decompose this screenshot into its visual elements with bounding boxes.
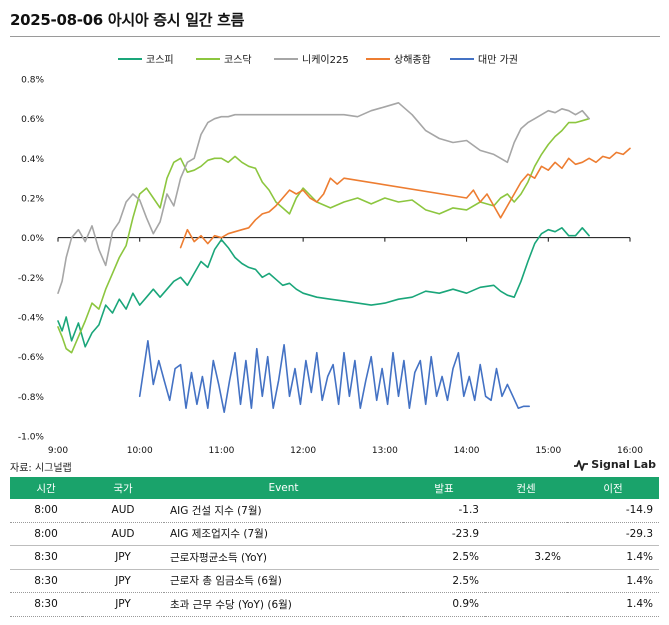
series-line-2: [57, 101, 590, 294]
cell-time: 8:30: [10, 569, 82, 593]
header-forecast: 컨센: [485, 477, 567, 499]
brand-name: Signal Lab: [591, 458, 656, 471]
market-line-chart: 코스피 코스닥 니케이225 상해종합 대만 가권 0.8%0.6%0.4%0.2%0.…: [18, 53, 643, 456]
header-country: 국가: [82, 477, 164, 499]
cell-actual: 0.9%: [403, 592, 485, 617]
table-row: 8:30 JPY 근로자 총 임금소득 (6월) 2.5% 1.4%: [10, 569, 659, 593]
cell-country: JPY: [82, 545, 164, 570]
source-note: 자료: 시그널랩: [10, 463, 72, 474]
x-tick-label: 9:00: [48, 446, 68, 456]
pulse-icon: [574, 459, 589, 471]
y-tick-label: 0.2%: [21, 195, 44, 205]
table-row: 8:30 JPY 초과 근무 수당 (YoY) (6월) 0.9% 1.4%: [10, 592, 659, 617]
cell-forecast: [485, 592, 567, 617]
table-row: 8:30 JPY 근로자평균소득 (YoY) 2.5% 3.2% 1.4%: [10, 545, 659, 570]
x-tick-label: 15:00: [535, 446, 561, 456]
cell-actual: -1.3: [403, 499, 485, 523]
header-previous: 이전: [567, 477, 659, 499]
header-event: Event: [164, 477, 403, 499]
cell-actual: 2.5%: [403, 545, 485, 570]
cell-country: JPY: [82, 569, 164, 593]
y-axis: 0.8% 0.6% 0.4% 0.2% 0.0% -0.2% -0.4% -0.6% -0.8%…: [18, 76, 45, 443]
cell-previous: 1.4%: [567, 545, 659, 570]
x-tick-label: 13:00: [372, 446, 398, 456]
x-tick-label: 11:00: [208, 446, 234, 456]
legend-label: 코스피: [146, 54, 174, 66]
cell-country: AUD: [82, 522, 164, 546]
cell-previous: 1.4%: [567, 592, 659, 617]
cell-previous: -14.9: [567, 499, 659, 523]
cell-actual: 2.5%: [403, 569, 485, 593]
cell-event: AIG 건설 지수 (7월): [164, 499, 403, 523]
series-line-1: [57, 117, 590, 354]
x-axis: 9:00 10:00 11:00 12:00 13:00 14:00 15:00 16:00: [48, 237, 643, 456]
cell-event: AIG 제조업지수 (7월): [164, 522, 403, 546]
y-tick-label: 0.8%: [21, 76, 44, 86]
cell-event: 초과 근무 수당 (YoY) (6월): [164, 592, 403, 617]
cell-forecast: [485, 522, 567, 546]
y-tick-label: 0.6%: [21, 115, 44, 125]
economic-events-table: 시간 국가 Event 발표 컨센 이전 8:00 AUD AIG 건설 지수 …: [10, 477, 659, 617]
title-divider: [10, 36, 660, 37]
series-line-0: [57, 227, 590, 348]
x-tick-label: 16:00: [617, 446, 643, 456]
cell-country: JPY: [82, 592, 164, 617]
y-tick-label: -1.0%: [18, 433, 45, 443]
header-time: 시간: [10, 477, 82, 499]
table-row: 8:00 AUD AIG 제조업지수 (7월) -23.9 -29.3: [10, 522, 659, 546]
table-row: 8:00 AUD AIG 건설 지수 (7월) -1.3 -14.9: [10, 499, 659, 523]
cell-forecast: [485, 569, 567, 593]
y-tick-label: 0.4%: [21, 155, 44, 165]
cell-time: 8:30: [10, 545, 82, 570]
cell-forecast: [485, 499, 567, 523]
chart-legend: 코스피 코스닥 니케이225 상해종합 대만 가권: [118, 53, 518, 66]
y-tick-label: -0.6%: [18, 353, 45, 363]
cell-actual: -23.9: [403, 522, 485, 546]
y-tick-label: 0.0%: [21, 234, 44, 244]
x-tick-label: 12:00: [290, 446, 316, 456]
legend-label: 상해종합: [394, 53, 431, 66]
series-line-3: [179, 147, 631, 249]
cell-previous: 1.4%: [567, 569, 659, 593]
chart-series: [57, 101, 631, 414]
brand-logo: Signal Lab: [574, 458, 656, 471]
y-tick-label: -0.2%: [18, 274, 45, 284]
page-title: 2025-08-06 아시아 증시 일간 흐름: [10, 11, 245, 29]
cell-time: 8:00: [10, 522, 82, 546]
cell-time: 8:00: [10, 499, 82, 523]
legend-label: 코스닥: [224, 54, 252, 66]
table-header-row: 시간 국가 Event 발표 컨센 이전: [10, 477, 659, 499]
x-tick-label: 10:00: [127, 446, 153, 456]
cell-country: AUD: [82, 499, 164, 523]
y-tick-label: -0.4%: [18, 314, 45, 324]
cell-event: 근로자 총 임금소득 (6월): [164, 569, 403, 593]
cell-time: 8:30: [10, 592, 82, 617]
legend-label: 대만 가권: [478, 54, 518, 66]
series-line-4: [138, 339, 531, 414]
cell-event: 근로자평균소득 (YoY): [164, 545, 403, 570]
legend-label: 니케이225: [302, 54, 349, 66]
cell-forecast: 3.2%: [485, 545, 567, 570]
x-tick-label: 14:00: [454, 446, 480, 456]
header-actual: 발표: [403, 477, 485, 499]
y-tick-label: -0.8%: [18, 393, 45, 403]
cell-previous: -29.3: [567, 522, 659, 546]
